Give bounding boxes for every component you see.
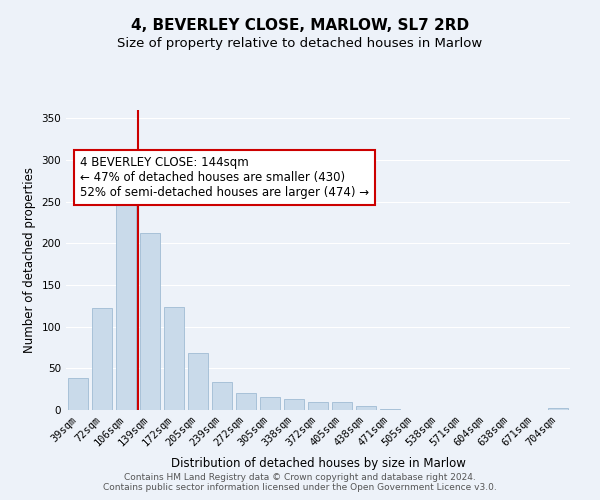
Y-axis label: Number of detached properties: Number of detached properties — [23, 167, 36, 353]
Text: Size of property relative to detached houses in Marlow: Size of property relative to detached ho… — [118, 38, 482, 51]
Bar — [212, 382, 232, 410]
Bar — [260, 396, 280, 410]
Text: 4 BEVERLEY CLOSE: 144sqm
← 47% of detached houses are smaller (430)
52% of semi-: 4 BEVERLEY CLOSE: 144sqm ← 47% of detach… — [80, 156, 369, 199]
Bar — [188, 354, 208, 410]
Text: 4, BEVERLEY CLOSE, MARLOW, SL7 2RD: 4, BEVERLEY CLOSE, MARLOW, SL7 2RD — [131, 18, 469, 32]
Bar — [68, 378, 88, 410]
Bar — [164, 306, 184, 410]
Bar — [380, 409, 400, 410]
Bar — [140, 234, 160, 410]
Bar — [92, 308, 112, 410]
X-axis label: Distribution of detached houses by size in Marlow: Distribution of detached houses by size … — [170, 457, 466, 470]
Bar — [236, 394, 256, 410]
Bar — [356, 406, 376, 410]
Text: Contains HM Land Registry data © Crown copyright and database right 2024.
Contai: Contains HM Land Registry data © Crown c… — [103, 473, 497, 492]
Bar — [116, 200, 136, 410]
Bar — [332, 402, 352, 410]
Bar — [284, 399, 304, 410]
Bar — [308, 402, 328, 410]
Bar — [548, 408, 568, 410]
